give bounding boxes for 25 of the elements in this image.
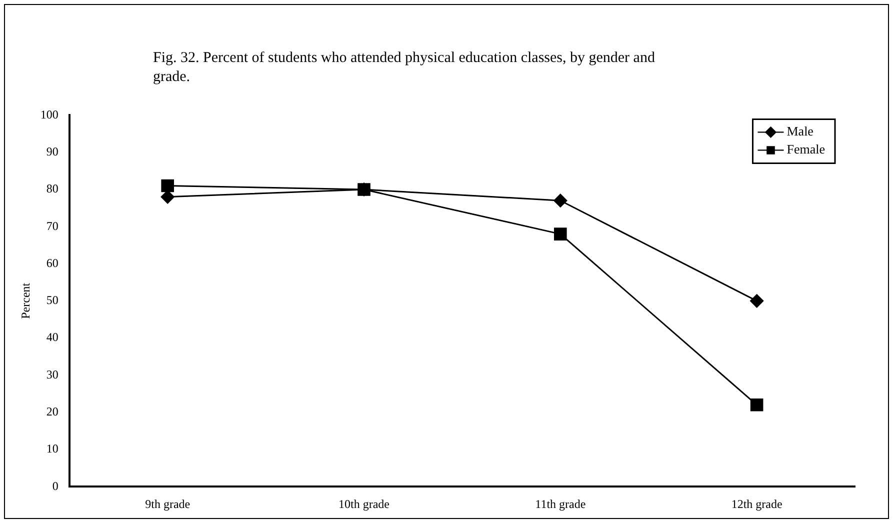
y-tick-label: 0: [52, 478, 58, 493]
y-tick-label: 90: [46, 144, 58, 158]
point: [750, 398, 764, 412]
y-axis-title: Percent: [18, 282, 32, 319]
point: [554, 228, 567, 240]
y-tick-label: 50: [46, 293, 58, 308]
y-tick-label: 30: [46, 367, 58, 382]
legend-label: Female: [786, 142, 826, 157]
y-tick-label: 80: [46, 182, 58, 196]
y-tick-label: 60: [46, 256, 58, 270]
point: [750, 294, 764, 308]
legend-label: Male: [786, 124, 814, 139]
point: [160, 190, 174, 204]
point: [161, 179, 174, 192]
y-tick-label: 20: [46, 404, 58, 418]
x-tick-label: 10th grade: [338, 496, 390, 511]
chart-title: Fig. 32. Percent of students who attended physical education classes, by gender and grade.: [153, 49, 656, 87]
y-tick-label: 100: [40, 107, 58, 122]
y-tick-label: 40: [46, 330, 58, 344]
y-tick-label: 70: [46, 218, 58, 233]
x-tick-label: 11th grade: [535, 496, 586, 511]
x-tick-label: 9th grade: [145, 496, 190, 511]
y-tick-label: 10: [46, 442, 58, 456]
point: [554, 194, 568, 208]
x-tick-label: 12th grade: [731, 496, 782, 511]
